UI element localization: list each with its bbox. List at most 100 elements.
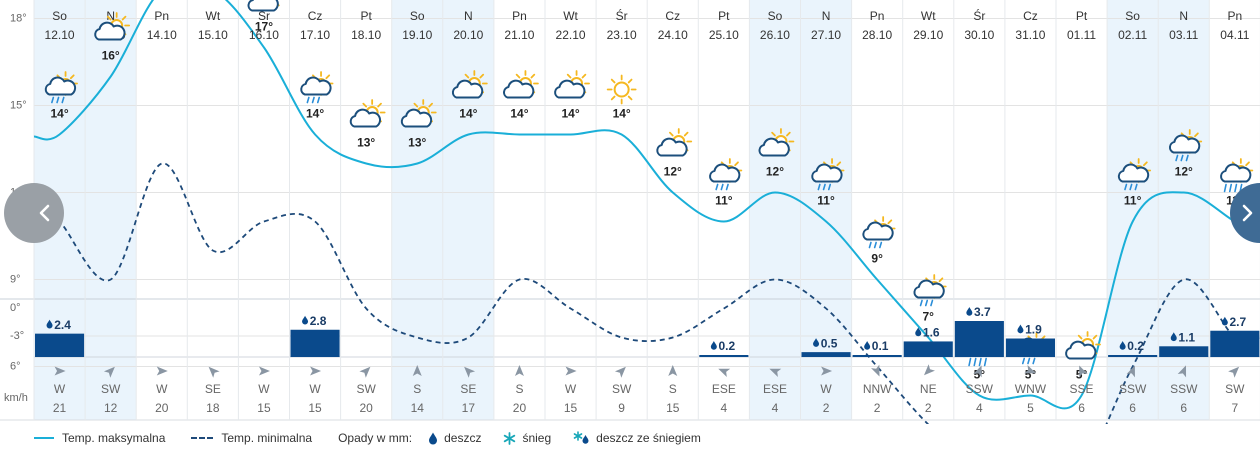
rain-drop [715, 183, 719, 191]
cloud-shape [656, 137, 688, 157]
wind-speed: 20 [359, 401, 373, 415]
wind-arrow-shape [1024, 364, 1037, 374]
prev-button[interactable] [4, 183, 64, 243]
wind-speed: 18 [206, 401, 220, 415]
wind-arrow-icon [1024, 364, 1037, 374]
day-date: 29.10 [913, 28, 943, 42]
legend-min-label: Temp. minimalna [221, 431, 313, 445]
wind-speed: 15 [564, 401, 578, 415]
wind-arrow-shape [359, 366, 371, 378]
precip-bar [1108, 355, 1158, 357]
wind-speed: 5 [1027, 401, 1034, 415]
max-temp-label: 5° [974, 368, 986, 382]
legend-max-line [34, 437, 54, 439]
wind-arrow-shape [821, 366, 833, 376]
sun-ray [1245, 161, 1250, 167]
wind-arrow-shape [1126, 365, 1135, 378]
day-date: 19.10 [402, 28, 432, 42]
day-of-week: Pt [1076, 9, 1088, 23]
wind-direction: SW [101, 382, 121, 396]
wind-speed: 7 [1232, 401, 1239, 415]
y-tick-label: 6° [10, 360, 21, 372]
day-date: 23.10 [607, 28, 637, 42]
precip-label: 1.9 [1025, 323, 1042, 337]
wind-speed: 15 [308, 401, 322, 415]
rain-drops [1223, 183, 1243, 193]
day-date: 22.10 [556, 28, 586, 42]
sun-ray [581, 73, 587, 79]
wind-direction: W [258, 382, 270, 396]
wind-direction: SSW [1119, 382, 1147, 396]
day-of-week: Pn [154, 9, 169, 23]
rain-icon [709, 158, 743, 191]
wind-arrow-icon [871, 364, 880, 377]
cloud-sun-icon [1065, 331, 1101, 360]
precip-label: 2.8 [310, 314, 327, 328]
rain-icon [300, 71, 334, 104]
max-temp-label: 17° [255, 20, 273, 34]
min-temp-series [33, 162, 1260, 424]
day-of-week: So [410, 9, 425, 23]
rain-drop [978, 357, 982, 367]
wind-arrow-shape [614, 366, 626, 378]
wind-arrow-shape [1177, 365, 1187, 378]
day-of-week: Śr [973, 8, 985, 23]
wind-arrow-icon [718, 368, 731, 378]
wind-speed: 15 [257, 401, 271, 415]
rain-icon [1220, 158, 1254, 193]
wind-arrow-shape [258, 366, 270, 376]
next-button[interactable] [1230, 183, 1260, 243]
weekend-band [85, 0, 137, 420]
wind-arrow-icon [103, 366, 115, 378]
wind-direction: W [54, 382, 66, 396]
day-date: 24.10 [658, 28, 688, 42]
cloud-sun-icon [349, 99, 386, 128]
wind-direction: SW [1225, 382, 1245, 396]
wind-direction: SE [205, 382, 221, 396]
precip-label: 0.5 [821, 336, 838, 350]
raindrop-icon [429, 432, 438, 444]
wind-direction: W [820, 382, 832, 396]
wind-direction: NE [920, 382, 937, 396]
wind-unit-label: km/h [4, 392, 28, 404]
wind-direction: W [156, 382, 168, 396]
wind-speed: 4 [772, 401, 779, 415]
max-temp-label: 12° [1175, 165, 1193, 179]
max-temp-label: 14° [306, 107, 324, 121]
precip-bar [699, 355, 749, 357]
rain-drops [51, 96, 65, 104]
raindrop-icon [46, 319, 53, 329]
wind-arrow-icon [1126, 365, 1135, 378]
sun-ray [464, 73, 470, 79]
precip-label: 0.1 [872, 339, 889, 353]
raindrop-icon [1017, 324, 1024, 334]
day-of-week: Wt [563, 9, 578, 23]
wind-arrow-shape [54, 366, 66, 376]
weekend-band [749, 0, 801, 420]
day-of-week: N [106, 9, 115, 23]
wind-arrow-icon [924, 364, 935, 376]
legend-rain-label: deszcz [444, 431, 482, 445]
cloud-sun-icon [451, 70, 488, 99]
max-temp-label: 14° [561, 107, 579, 121]
rain-drops [868, 241, 883, 249]
max-temp-label: 9° [871, 252, 883, 266]
legend-rain: deszcz [428, 431, 481, 445]
cloud-sun-icon [94, 12, 131, 41]
rain-drops [968, 357, 987, 367]
sun-ray [69, 74, 75, 80]
sun-ray [515, 73, 521, 79]
sun-ray [413, 102, 419, 108]
cloud-shape [554, 79, 586, 99]
legend-min-line [191, 437, 214, 439]
sun-ray [530, 73, 536, 79]
wind-speed: 20 [513, 401, 527, 415]
wind-direction: SSE [1070, 382, 1094, 396]
wind-arrow-shape [103, 366, 115, 378]
wind-speed: 4 [976, 401, 983, 415]
cloud-shape [94, 21, 126, 41]
wind-speed: 2 [874, 401, 881, 415]
sun-ray [836, 161, 842, 167]
rain-snow-icon [573, 431, 589, 444]
y-tick-label: 18° [10, 12, 27, 24]
